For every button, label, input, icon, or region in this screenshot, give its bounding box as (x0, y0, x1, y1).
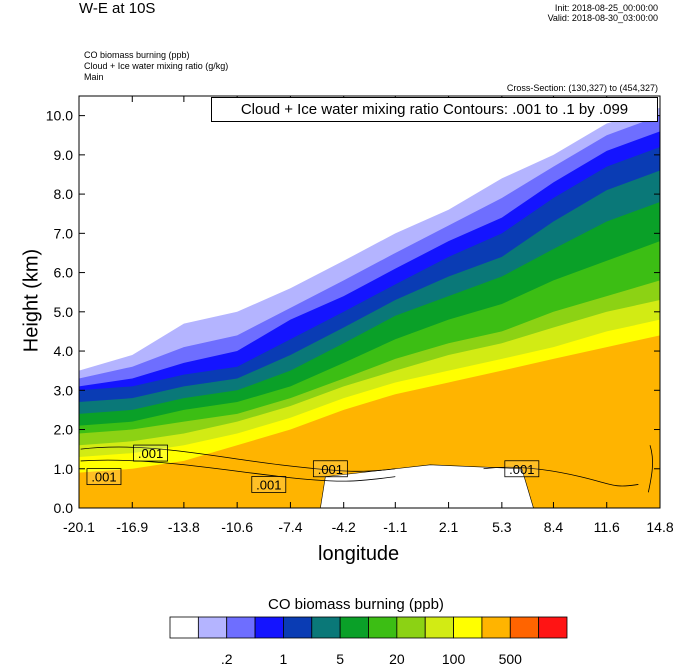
x-tick-label: 14.8 (646, 519, 673, 535)
colorbar-swatch (311, 616, 341, 639)
colorbar-swatch (396, 616, 426, 639)
y-tick-label: 7.0 (54, 225, 74, 241)
colorbar-swatch (226, 616, 256, 639)
y-tick-label: 5.0 (54, 304, 74, 320)
colorbar-swatch (424, 616, 454, 639)
contour-info-box: Cloud + Ice water mixing ratio Contours:… (211, 97, 658, 122)
x-tick-label: 11.6 (594, 519, 620, 535)
y-tick-label: 4.0 (54, 343, 74, 359)
colorbar-swatch (453, 616, 483, 639)
y-tick-label: 6.0 (54, 265, 74, 281)
x-axis-label: longitude (318, 543, 400, 565)
contour-label-box (86, 468, 122, 486)
colorbar-swatch (254, 616, 284, 639)
valid-time: Valid: 2018-08-30_03:00:00 (547, 13, 658, 23)
colorbar-label: .2 (221, 651, 233, 667)
x-tick-label: 8.4 (544, 519, 564, 535)
colorbar-title: CO biomass burning (ppb) (268, 596, 444, 613)
x-tick-label: -20.1 (63, 519, 95, 535)
colorbar-swatch (283, 616, 313, 639)
colorbar-label: 5 (336, 651, 344, 667)
contour-label: .001 (318, 462, 343, 477)
contour-label: .001 (256, 477, 281, 492)
plot-frame (78, 95, 661, 509)
x-tick-label: -13.8 (168, 519, 200, 535)
x-tick-label: 2.1 (439, 519, 459, 535)
colorbar-swatch (481, 616, 511, 639)
colorbar-label: 20 (389, 651, 405, 667)
colorbar-label: 500 (499, 651, 523, 667)
co-band-level-11 (79, 335, 660, 508)
cloud-contour-line (483, 466, 639, 487)
cross-section-label: Cross-Section: (130,327) to (454,327) (506, 83, 658, 93)
y-tick-label: 2.0 (54, 422, 74, 438)
x-tick-label: -1.1 (383, 519, 407, 535)
x-tick-label: -4.2 (332, 519, 356, 535)
contour-label-box (133, 444, 168, 462)
x-tick-label: -7.4 (278, 519, 302, 535)
plot-title: W-E at 10S (79, 0, 156, 17)
colorbar-swatch (509, 616, 540, 639)
contour-label: .001 (509, 462, 534, 477)
x-tick-label: -16.9 (116, 519, 148, 535)
colorbar-swatch (169, 616, 199, 639)
y-axis-label: Height (km) (20, 248, 43, 353)
y-tick-label: 0.0 (54, 500, 74, 516)
field-description: Main (84, 72, 104, 82)
cloud-contour-line (647, 445, 653, 493)
colorbar-swatch (339, 616, 369, 639)
contour-label: .001 (91, 470, 116, 485)
field-description: Cloud + Ice water mixing ratio (g/kg) (84, 61, 229, 71)
y-tick-label: 9.0 (54, 147, 74, 163)
field-description: CO biomass burning (ppb) (84, 50, 190, 60)
x-tick-label: -10.6 (221, 519, 253, 535)
contour-label-box (504, 460, 540, 478)
contour-label: .001 (138, 446, 163, 461)
colorbar-swatch (368, 616, 398, 639)
y-tick-label: 1.0 (54, 461, 74, 477)
colorbar-swatch (538, 616, 568, 639)
y-tick-label: 3.0 (54, 382, 74, 398)
y-tick-label: 10.0 (46, 108, 73, 124)
init-time: Init: 2018-08-25_00:00:00 (554, 3, 658, 13)
colorbar-label: 100 (442, 651, 466, 667)
y-tick-label: 8.0 (54, 186, 74, 202)
x-tick-label: 5.3 (492, 519, 512, 535)
colorbar-swatch (197, 616, 228, 639)
contour-label-box (251, 476, 287, 493)
contour-label-box (312, 460, 348, 478)
colorbar-label: 1 (280, 651, 288, 667)
